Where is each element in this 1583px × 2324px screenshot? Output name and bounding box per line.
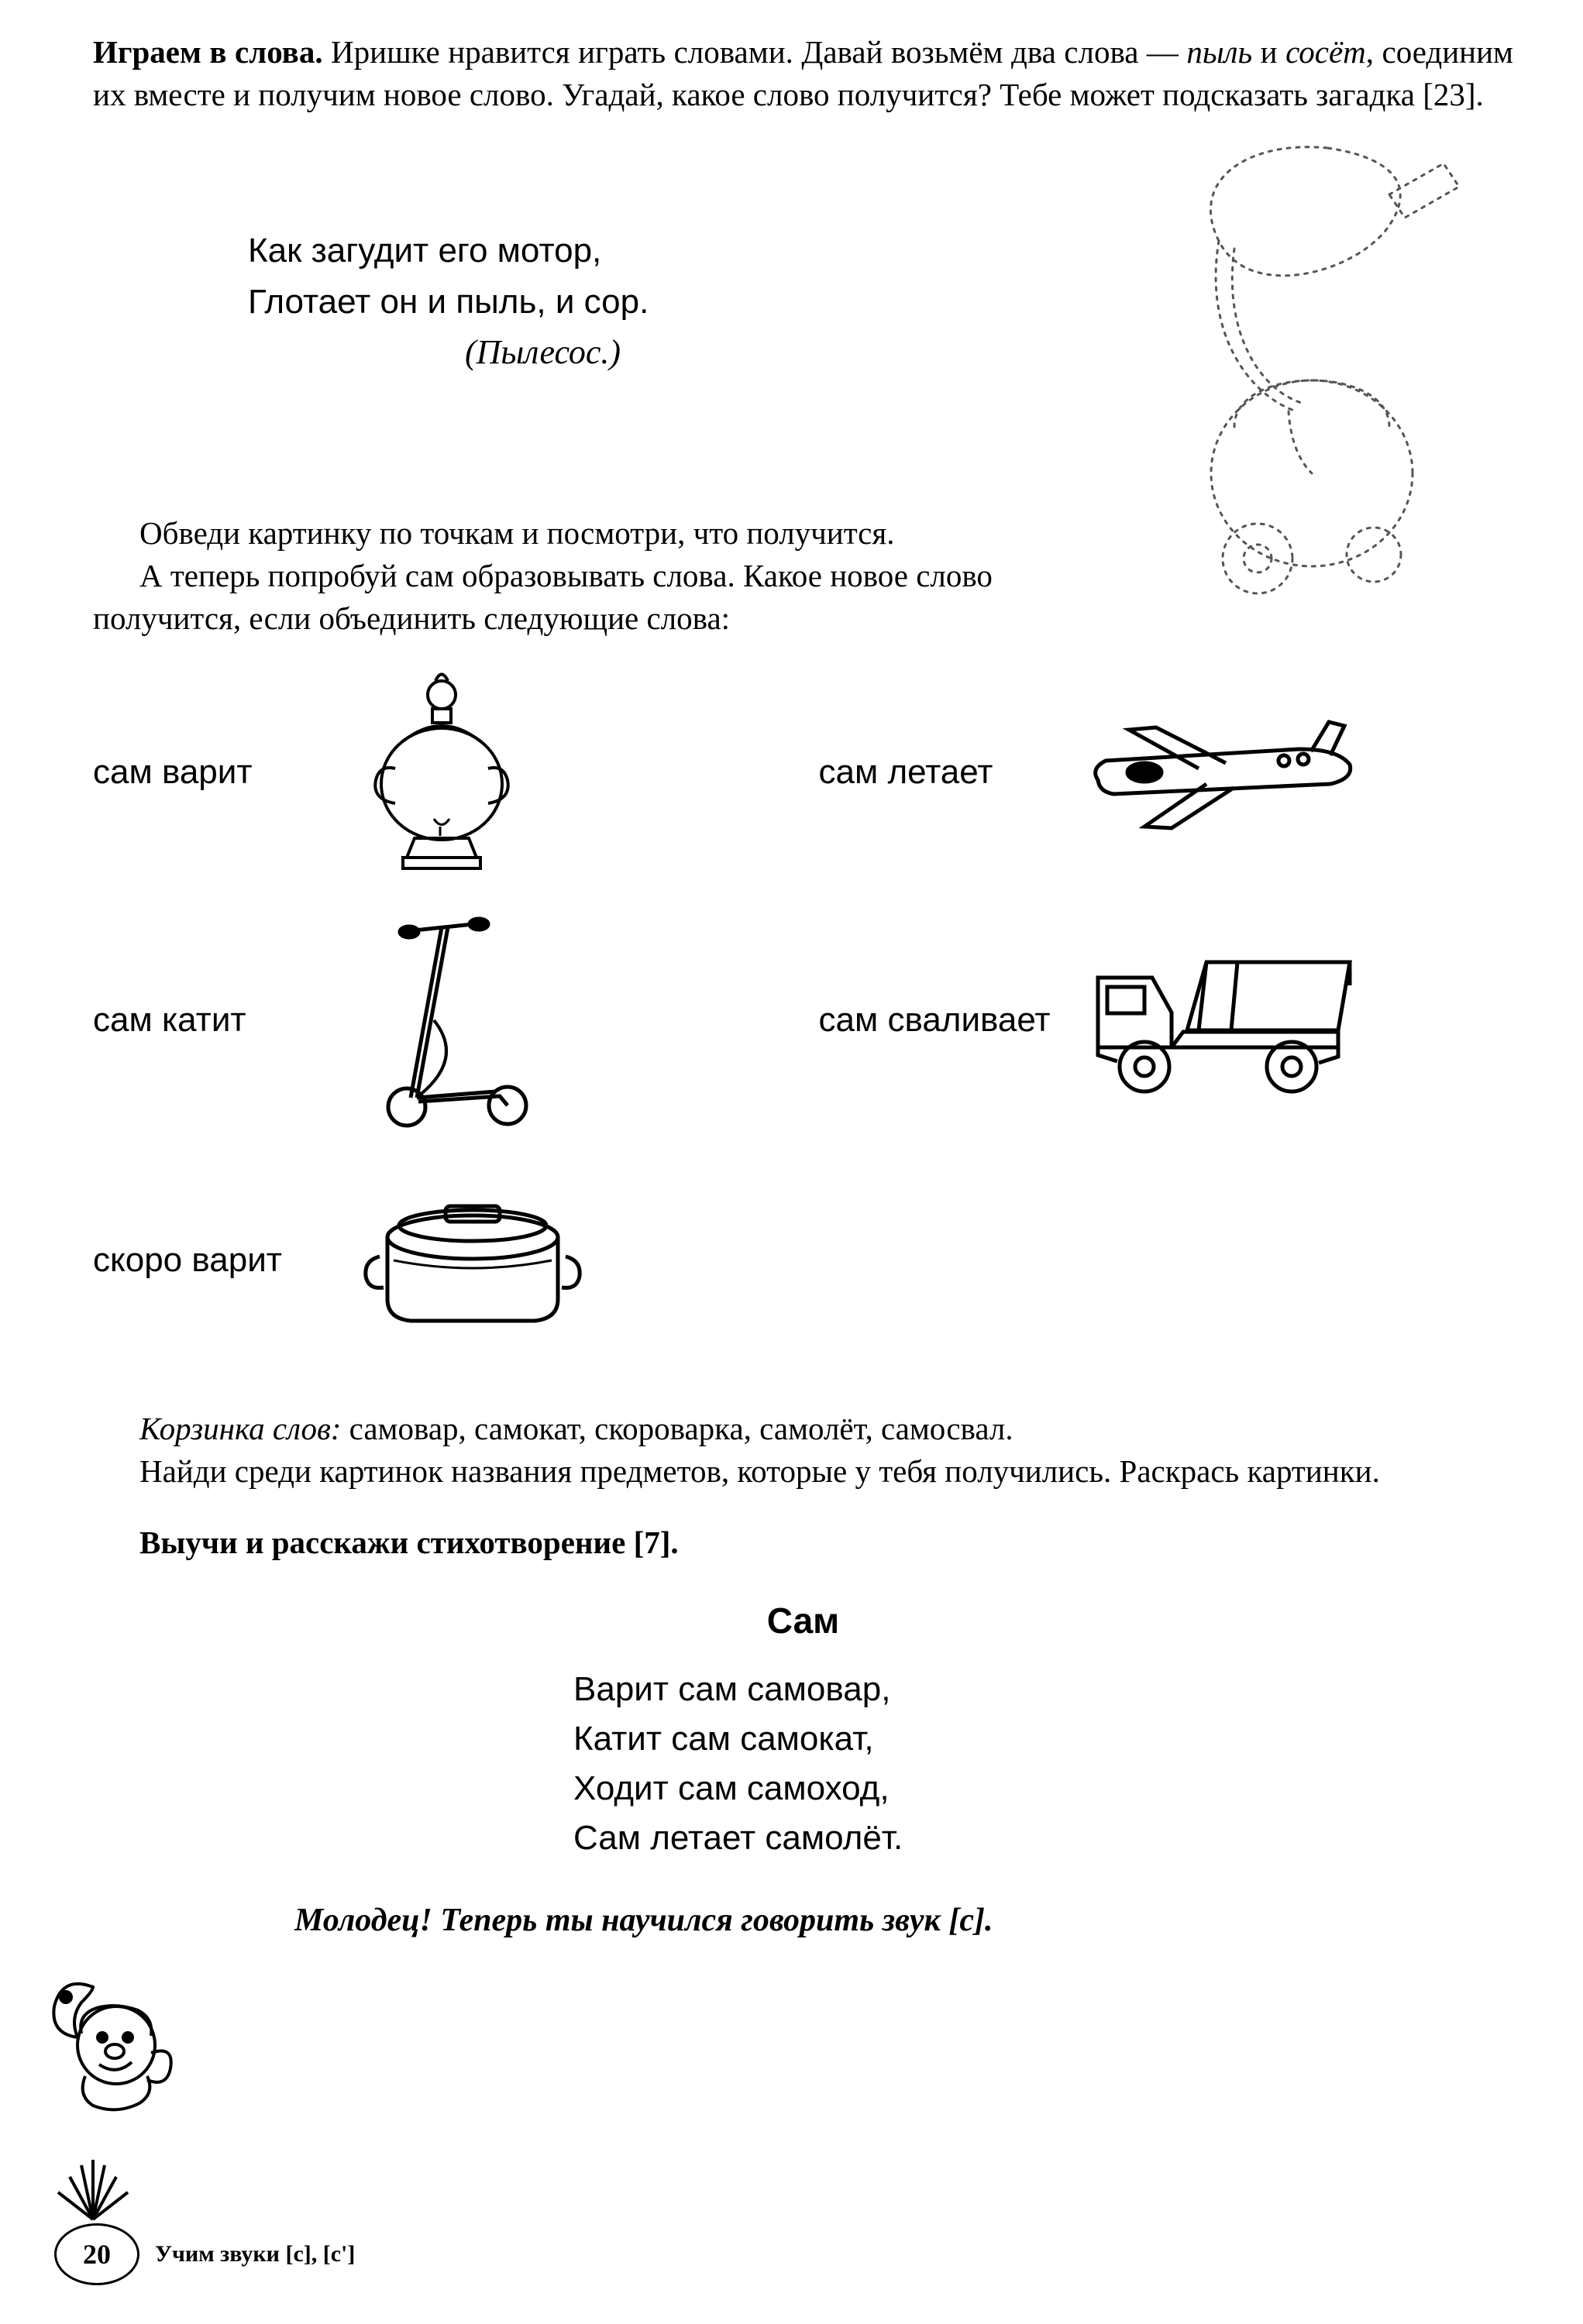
intro-mid: и (1252, 34, 1285, 70)
basket-paragraph: Корзинка слов: самовар, самокат, скорова… (93, 1408, 1513, 1450)
intro-paragraph: Играем в слова. Иришке нравится играть с… (93, 31, 1513, 117)
word-cell-scooter: сам катит (93, 904, 788, 1136)
poem-line4: Сам летает самолёт. (573, 1813, 1513, 1863)
riddle-block: Как загудит его мотор, Глотает он и пыль… (93, 179, 1513, 442)
basket-instruction: Найди среди картинок названия предметов,… (93, 1450, 1513, 1493)
closing-line: Молодец! Теперь ты научился говорить зву… (294, 1902, 1513, 1939)
samovar-icon (356, 664, 527, 881)
footer: 20 Учим звуки [с], [с'] (54, 2223, 355, 2285)
trace-instruction: Обведи картинку по точкам и посмотри, чт… (93, 512, 1131, 555)
empty-cell (819, 1160, 1514, 1361)
word-cell-pressure-cooker: скоро варит (93, 1160, 788, 1361)
poem-line2: Катит сам самокат, (573, 1714, 1513, 1764)
word-label: сам варит (93, 753, 325, 792)
poem-block: Сам Варит сам самовар, Катит сам самокат… (93, 1600, 1513, 1862)
footer-title: Учим звуки [с], [с'] (155, 2241, 355, 2267)
word-label: сам летает (819, 753, 1051, 792)
poem-title: Сам (93, 1600, 1513, 1642)
word-grid: сам варит сам летает (93, 664, 1513, 1361)
intro-body-a: Иришке нравится играть словами. Давай во… (323, 34, 1187, 70)
basket-list: самовар, самокат, скороварка, самолёт, с… (341, 1411, 1013, 1446)
pine-top-icon (43, 2154, 143, 2223)
word-cell-plane: сам летает (819, 664, 1514, 881)
page-number-badge: 20 (54, 2223, 139, 2285)
scooter-icon (356, 904, 542, 1136)
poem-lines: Варит сам самовар, Катит сам самокат, Хо… (573, 1665, 1513, 1862)
word-label: скоро варит (93, 1241, 325, 1280)
learn-heading: Выучи и расскажи стихотворение [7]. (93, 1524, 1513, 1561)
gnome-icon (39, 1960, 186, 2115)
intro-word1: пыль (1186, 34, 1252, 70)
poem-line1: Варит сам самовар, (573, 1665, 1513, 1714)
word-cell-dumptruck: сам сваливает (819, 904, 1514, 1136)
pressure-cooker-icon (356, 1183, 589, 1338)
form-words-instruction: А теперь попробуй сам образовывать слова… (93, 555, 1131, 641)
intro-lead: Играем в слова. (93, 34, 323, 70)
poem-line3: Ходит сам самоход, (573, 1764, 1513, 1813)
word-cell-samovar: сам варит (93, 664, 788, 881)
word-label: сам катит (93, 1001, 325, 1040)
word-label: сам сваливает (819, 1001, 1051, 1040)
airplane-icon (1082, 695, 1361, 850)
vacuum-dotted-icon (1095, 132, 1467, 613)
basket-lead: Корзинка слов: (139, 1411, 341, 1446)
intro-word2: сосёт (1285, 34, 1366, 70)
dumptruck-icon (1082, 931, 1361, 1109)
